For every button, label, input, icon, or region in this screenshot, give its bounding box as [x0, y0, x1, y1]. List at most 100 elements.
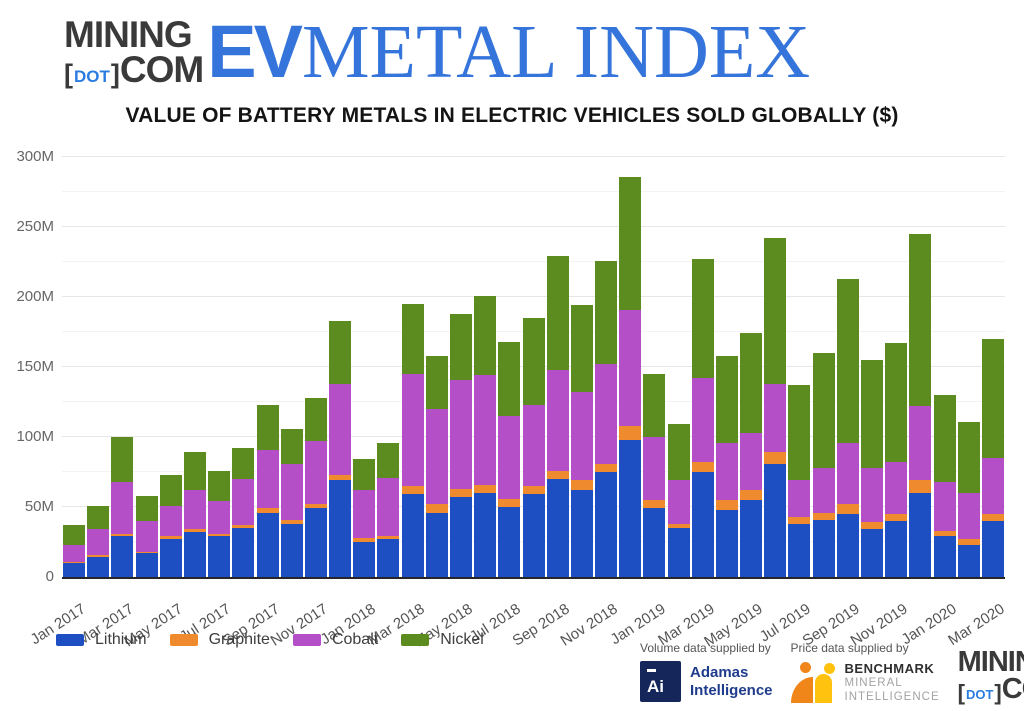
- segment-graphite-Apr-2019[interactable]: [715, 500, 738, 510]
- segment-nickel-Jan-2020[interactable]: [933, 395, 956, 482]
- segment-nickel-Jul-2019[interactable]: [788, 385, 811, 481]
- segment-graphite-Aug-2018[interactable]: [522, 486, 545, 495]
- segment-lithium-Apr-2018[interactable]: [425, 512, 448, 577]
- segment-nickel-Feb-2018[interactable]: [377, 442, 400, 478]
- segment-nickel-Mar-2018[interactable]: [401, 304, 424, 374]
- segment-nickel-May-2018[interactable]: [449, 313, 472, 380]
- bar-Dec-2018[interactable]: [619, 176, 642, 577]
- segment-lithium-Oct-2019[interactable]: [861, 529, 883, 577]
- bar-Jul-2017[interactable]: [208, 470, 231, 577]
- segment-nickel-Oct-2018[interactable]: [570, 305, 593, 393]
- segment-cobalt-Oct-2017[interactable]: [280, 463, 303, 520]
- segment-graphite-Jan-2020[interactable]: [933, 530, 956, 537]
- segment-cobalt-Mar-2017[interactable]: [111, 481, 134, 534]
- segment-cobalt-Jan-2019[interactable]: [643, 437, 666, 500]
- segment-cobalt-May-2018[interactable]: [449, 379, 472, 489]
- segment-cobalt-Apr-2017[interactable]: [135, 521, 158, 552]
- segment-lithium-Sep-2017[interactable]: [256, 512, 279, 577]
- bar-Oct-2017[interactable]: [280, 428, 303, 577]
- segment-nickel-Mar-2019[interactable]: [691, 259, 714, 379]
- segment-graphite-Sep-2019[interactable]: [836, 504, 859, 514]
- segment-lithium-Dec-2018[interactable]: [619, 439, 642, 577]
- segment-lithium-Jul-2017[interactable]: [208, 536, 231, 577]
- segment-lithium-Jan-2020[interactable]: [933, 536, 956, 577]
- segment-cobalt-Oct-2018[interactable]: [570, 392, 593, 481]
- segment-lithium-Feb-2019[interactable]: [667, 528, 690, 577]
- bar-Feb-2017[interactable]: [87, 505, 110, 577]
- segment-nickel-Sep-2017[interactable]: [256, 404, 279, 450]
- segment-nickel-Aug-2019[interactable]: [812, 353, 835, 468]
- segment-cobalt-Mar-2020[interactable]: [981, 458, 1004, 514]
- bar-Jul-2019[interactable]: [788, 385, 811, 577]
- segment-cobalt-Dec-2018[interactable]: [619, 309, 642, 426]
- segment-graphite-Mar-2017[interactable]: [111, 533, 134, 537]
- segment-lithium-Apr-2017[interactable]: [135, 553, 158, 577]
- bar-Jun-2017[interactable]: [183, 452, 206, 577]
- bar-Jan-2017[interactable]: [63, 525, 86, 577]
- segment-cobalt-Jul-2019[interactable]: [788, 480, 811, 517]
- segment-cobalt-May-2019[interactable]: [740, 432, 763, 491]
- bar-Aug-2017[interactable]: [232, 448, 255, 577]
- segment-lithium-May-2018[interactable]: [449, 497, 472, 577]
- segment-lithium-Mar-2020[interactable]: [981, 521, 1004, 577]
- segment-cobalt-Mar-2019[interactable]: [691, 378, 714, 463]
- segment-cobalt-Nov-2018[interactable]: [595, 364, 618, 464]
- bar-Mar-2020[interactable]: [981, 339, 1004, 577]
- segment-graphite-May-2019[interactable]: [740, 490, 763, 500]
- segment-lithium-May-2019[interactable]: [740, 500, 763, 577]
- segment-lithium-Aug-2019[interactable]: [812, 519, 835, 577]
- segment-nickel-Jun-2018[interactable]: [474, 295, 497, 376]
- legend-item-nickel[interactable]: Nickel: [401, 631, 484, 649]
- segment-cobalt-Feb-2019[interactable]: [667, 480, 690, 524]
- segment-nickel-Aug-2018[interactable]: [522, 318, 545, 405]
- segment-lithium-Feb-2017[interactable]: [87, 557, 110, 577]
- segment-cobalt-Apr-2018[interactable]: [425, 409, 448, 505]
- segment-nickel-Apr-2019[interactable]: [715, 355, 738, 443]
- segment-lithium-Feb-2018[interactable]: [377, 539, 400, 577]
- segment-graphite-May-2017[interactable]: [159, 536, 182, 540]
- bar-Jan-2020[interactable]: [933, 395, 956, 577]
- segment-cobalt-Nov-2017[interactable]: [304, 441, 327, 505]
- segment-nickel-Mar-2017[interactable]: [111, 437, 134, 482]
- segment-cobalt-Aug-2017[interactable]: [232, 479, 255, 526]
- segment-cobalt-Sep-2019[interactable]: [836, 442, 859, 505]
- segment-graphite-Aug-2017[interactable]: [232, 525, 255, 528]
- segment-graphite-Mar-2019[interactable]: [691, 462, 714, 472]
- segment-lithium-Sep-2019[interactable]: [836, 514, 859, 577]
- segment-cobalt-Jul-2018[interactable]: [498, 416, 521, 499]
- segment-graphite-Oct-2018[interactable]: [570, 480, 593, 491]
- segment-lithium-Jul-2019[interactable]: [788, 523, 811, 577]
- segment-nickel-Aug-2017[interactable]: [232, 448, 255, 479]
- segment-lithium-Jan-2018[interactable]: [353, 542, 376, 577]
- legend-item-cobalt[interactable]: Cobalt: [292, 631, 378, 649]
- segment-nickel-Jul-2018[interactable]: [498, 341, 521, 416]
- segment-cobalt-Jan-2018[interactable]: [353, 490, 376, 538]
- segment-graphite-Mar-2018[interactable]: [401, 486, 424, 495]
- segment-lithium-Jun-2018[interactable]: [474, 493, 497, 577]
- bar-Jun-2019[interactable]: [764, 238, 787, 577]
- legend-item-lithium[interactable]: Lithium: [56, 631, 147, 649]
- segment-graphite-Dec-2017[interactable]: [329, 474, 352, 481]
- segment-cobalt-Aug-2019[interactable]: [812, 467, 835, 513]
- segment-lithium-Oct-2018[interactable]: [570, 490, 593, 577]
- segment-graphite-Feb-2020[interactable]: [957, 539, 980, 545]
- bar-Oct-2019[interactable]: [861, 360, 883, 577]
- segment-nickel-Nov-2018[interactable]: [595, 260, 618, 365]
- bar-Sep-2018[interactable]: [546, 256, 569, 577]
- bar-Dec-2019[interactable]: [909, 234, 932, 577]
- segment-nickel-Jan-2017[interactable]: [63, 525, 86, 545]
- bar-Dec-2017[interactable]: [329, 320, 352, 577]
- bar-Apr-2017[interactable]: [135, 495, 158, 577]
- segment-nickel-May-2017[interactable]: [159, 474, 182, 506]
- segment-graphite-Jan-2018[interactable]: [353, 537, 376, 542]
- segment-lithium-Aug-2018[interactable]: [522, 494, 545, 577]
- bar-Jan-2018[interactable]: [353, 459, 376, 577]
- segment-lithium-Mar-2018[interactable]: [401, 494, 424, 577]
- segment-nickel-Oct-2017[interactable]: [280, 428, 303, 464]
- segment-graphite-Sep-2018[interactable]: [546, 470, 569, 479]
- segment-nickel-Jul-2017[interactable]: [208, 470, 231, 502]
- segment-cobalt-Dec-2019[interactable]: [909, 406, 932, 481]
- segment-nickel-Oct-2019[interactable]: [861, 360, 883, 468]
- segment-graphite-Nov-2018[interactable]: [595, 463, 618, 472]
- segment-nickel-Feb-2019[interactable]: [667, 424, 690, 481]
